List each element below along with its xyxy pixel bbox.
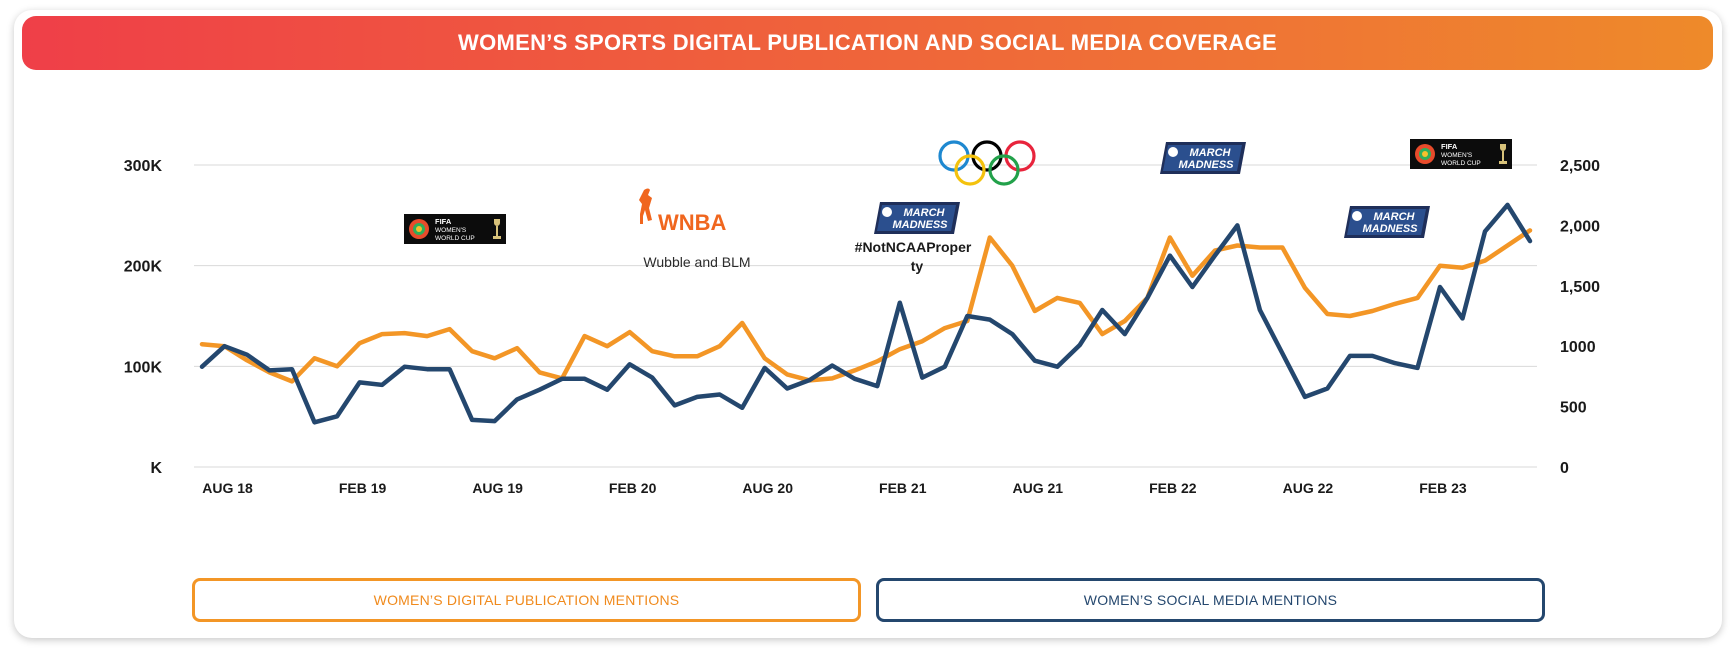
y-left-tick-label: K [150, 460, 162, 477]
annotation-fifa-2023: FIFA WOMEN'S WORLD CUP [1410, 139, 1512, 169]
series-lines [199, 202, 1533, 425]
annotation-wnba: WNBA Wubble and BLM [639, 188, 751, 270]
x-tick-label: AUG 21 [1013, 480, 1064, 496]
fifa-logo-text-2: WOMEN'S [435, 227, 467, 234]
y-left-tick-label: 200K [124, 259, 163, 276]
x-tick-label: FEB 19 [339, 480, 387, 496]
y-right-tick-label: 1,500 [1560, 279, 1600, 296]
olympic-rings-icon [938, 140, 1036, 186]
march-madness-logo: MARCH MADNESS [1344, 206, 1430, 238]
march-madness-caption-1: #NotNCAAProper [855, 239, 972, 255]
legend-publication-label: WOMEN’S DIGITAL PUBLICATION MENTIONS [373, 592, 680, 608]
x-tick-label: AUG 22 [1283, 480, 1334, 496]
page-title: WOMEN’S SPORTS DIGITAL PUBLICATION AND S… [458, 30, 1277, 55]
march-madness-text-1: MARCH [1190, 147, 1232, 159]
y-axis-right: 0 500 1000 1,500 2,000 2,500 [1560, 158, 1600, 477]
fifa-logo-text-3: WORLD CUP [435, 235, 475, 242]
chart-card [14, 10, 1722, 638]
march-madness-text-2: MADNESS [1362, 223, 1418, 235]
x-axis: AUG 18 FEB 19 AUG 19 FEB 20 AUG 20 FEB 21 AUG … [202, 480, 1467, 496]
title-banner: WOMEN’S SPORTS DIGITAL PUBLICATION AND S… [22, 16, 1713, 70]
annotation-fifa-2019: FIFA WOMEN'S WORLD CUP [404, 214, 506, 244]
march-madness-text-1: MARCH [904, 207, 946, 219]
legend-social-label: WOMEN’S SOCIAL MEDIA MENTIONS [1083, 592, 1338, 608]
trophy-icon [1499, 144, 1507, 164]
y-right-tick-label: 500 [1560, 400, 1587, 417]
y-right-tick-label: 2,000 [1560, 218, 1600, 235]
series-line-social [199, 202, 1533, 425]
march-madness-text-1: MARCH [1374, 211, 1416, 223]
march-madness-text-2: MADNESS [1178, 159, 1234, 171]
x-tick-label: FEB 23 [1419, 480, 1467, 496]
fifa-logo-text-1: FIFA [435, 217, 452, 226]
march-madness-caption-2: ty [911, 258, 924, 274]
march-madness-text-2: MADNESS [892, 219, 948, 231]
y-right-tick-label: 2,500 [1560, 158, 1600, 175]
x-tick-label: FEB 22 [1149, 480, 1197, 496]
trophy-icon [493, 219, 501, 239]
annotation-march-madness-2021: MARCH MADNESS #NotNCAAProper ty [855, 202, 972, 274]
legend-publication-button[interactable]: WOMEN’S DIGITAL PUBLICATION MENTIONS [192, 578, 861, 622]
x-tick-label: AUG 20 [742, 480, 793, 496]
wnba-caption: Wubble and BLM [643, 254, 750, 270]
fifa-logo-text-1: FIFA [1441, 142, 1458, 151]
annotation-march-madness-2023: MARCH MADNESS [1344, 206, 1430, 238]
fifa-logo-text-3: WORLD CUP [1441, 160, 1481, 167]
annotation-march-madness-2022: MARCH MADNESS [1160, 142, 1246, 174]
series-line-publication [199, 228, 1533, 384]
y-left-tick-label: 300K [124, 158, 163, 175]
x-tick-label: AUG 18 [202, 480, 253, 496]
y-left-tick-label: 100K [124, 359, 163, 376]
y-axis-left: K 100K 200K 300K [124, 158, 163, 477]
fifa-logo-text-2: WOMEN'S [1441, 152, 1473, 159]
fifa-emblem-icon [409, 219, 429, 239]
x-tick-label: FEB 21 [879, 480, 927, 496]
march-madness-logo: MARCH MADNESS [1160, 142, 1246, 174]
x-tick-label: AUG 19 [472, 480, 523, 496]
march-madness-logo: MARCH MADNESS [874, 202, 960, 234]
wnba-logo-icon [639, 188, 652, 224]
y-right-tick-label: 0 [1560, 460, 1569, 477]
y-right-tick-label: 1000 [1560, 339, 1596, 356]
fifa-emblem-icon [1415, 144, 1435, 164]
x-tick-label: FEB 20 [609, 480, 657, 496]
wnba-logo-text: WNBA [658, 210, 727, 235]
legend-social-button[interactable]: WOMEN’S SOCIAL MEDIA MENTIONS [876, 578, 1545, 622]
